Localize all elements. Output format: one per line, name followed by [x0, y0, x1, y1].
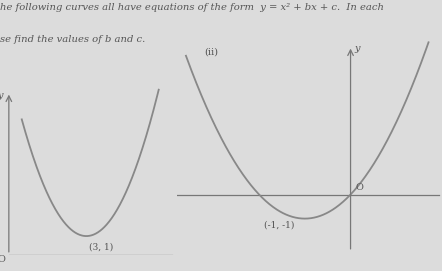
Text: O: O [0, 255, 5, 264]
Text: (-1, -1): (-1, -1) [264, 220, 294, 229]
Text: O: O [355, 183, 363, 192]
Text: y: y [0, 91, 2, 100]
Text: (ii): (ii) [204, 48, 218, 57]
Text: y: y [354, 44, 360, 53]
Text: se find the values of b and c.: se find the values of b and c. [0, 35, 145, 44]
Text: he following curves all have equations of the form  y = x² + bx + c.  In each: he following curves all have equations o… [0, 3, 384, 12]
Text: (3, 1): (3, 1) [89, 242, 113, 251]
